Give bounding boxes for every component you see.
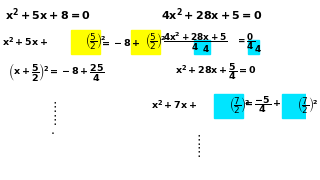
- Text: $\left(\dfrac{5}{2}\right)^{\!\mathbf{2}}$: $\left(\dfrac{5}{2}\right)^{\!\mathbf{2}…: [146, 32, 167, 52]
- Text: $\cdot$: $\cdot$: [50, 127, 55, 140]
- Text: $\vdots$: $\vdots$: [192, 133, 201, 147]
- FancyBboxPatch shape: [131, 30, 160, 54]
- FancyBboxPatch shape: [71, 30, 100, 54]
- FancyBboxPatch shape: [194, 40, 210, 54]
- Text: $\mathbf{4x^2 + 28x + 5 = 0}$: $\mathbf{4x^2 + 28x + 5 = 0}$: [161, 7, 262, 23]
- Text: $\left(\dfrac{5}{2}\right)^{\!\mathbf{2}}$: $\left(\dfrac{5}{2}\right)^{\!\mathbf{2}…: [85, 32, 107, 52]
- Text: $\mathbf{x^2 + 7x +}$: $\mathbf{x^2 + 7x +}$: [151, 99, 197, 111]
- Text: $\mathbf{x^2 + 5x +}$: $\mathbf{x^2 + 5x +}$: [2, 36, 48, 48]
- Text: $\mathbf{4}$: $\mathbf{4}$: [202, 42, 210, 53]
- Text: $\mathbf{= -8 +}$: $\mathbf{= -8 +}$: [100, 37, 140, 48]
- Text: $\vdots$: $\vdots$: [192, 145, 201, 159]
- Text: $\mathbf{4}$: $\mathbf{4}$: [253, 42, 261, 53]
- Text: $\mathbf{= \dfrac{0}{4}}$: $\mathbf{= \dfrac{0}{4}}$: [236, 32, 255, 52]
- Text: $\mathbf{\dfrac{4x^2 + 28x + 5}{4}}$: $\mathbf{\dfrac{4x^2 + 28x + 5}{4}}$: [163, 31, 227, 53]
- Text: $\vdots$: $\vdots$: [48, 100, 57, 114]
- Text: $\mathbf{x^2 + 28x + \dfrac{5}{4} = 0}$: $\mathbf{x^2 + 28x + \dfrac{5}{4} = 0}$: [175, 62, 256, 82]
- FancyBboxPatch shape: [214, 94, 243, 118]
- Text: $\left(\dfrac{7}{2}\right)^{\!\mathbf{2}}$: $\left(\dfrac{7}{2}\right)^{\!\mathbf{2}…: [297, 96, 318, 116]
- Text: $\mathbf{x^2 + 5x + 8 = 0}$: $\mathbf{x^2 + 5x + 8 = 0}$: [5, 7, 91, 23]
- FancyBboxPatch shape: [248, 40, 259, 54]
- Text: $\left(\dfrac{7}{2}\right)^{\!\mathbf{2}}$: $\left(\dfrac{7}{2}\right)^{\!\mathbf{2}…: [229, 96, 250, 116]
- FancyBboxPatch shape: [282, 94, 311, 118]
- Text: $\vdots$: $\vdots$: [48, 113, 57, 127]
- Text: $\left(\mathbf{x + \dfrac{5}{2}}\right)^{\!\mathbf{2}} \mathbf{= -8 + \dfrac{25}: $\left(\mathbf{x + \dfrac{5}{2}}\right)^…: [8, 61, 105, 83]
- Text: $\mathbf{= \dfrac{-5}{4} +}$: $\mathbf{= \dfrac{-5}{4} +}$: [243, 94, 281, 116]
